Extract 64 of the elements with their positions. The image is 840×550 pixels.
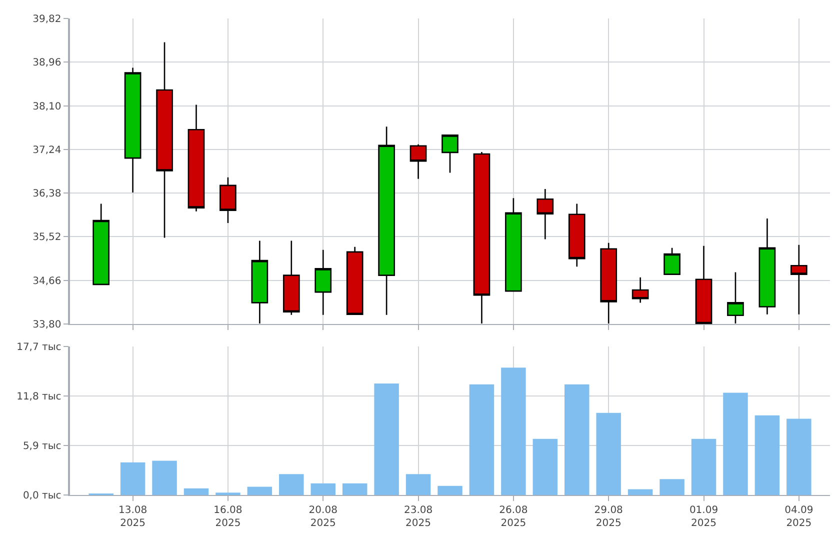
bar [184, 488, 209, 496]
bar [279, 474, 304, 496]
y-tick-label: 17,7 тыс [16, 342, 62, 354]
bar [216, 492, 240, 496]
bar [754, 415, 780, 496]
candlestick [505, 198, 522, 292]
y-tick-label: 38,96 [32, 58, 62, 69]
y-tick-label: 36,38 [32, 188, 62, 200]
y-tick-label: 33,80 [32, 320, 62, 331]
candlestick [727, 272, 744, 324]
x-tick-label: 16.08 2025 [214, 505, 242, 530]
bar [469, 384, 494, 496]
x-tick-label: 29.08 2025 [594, 505, 623, 530]
x-tick-label: 01.09 2025 [689, 505, 718, 530]
candlestick [378, 126, 395, 316]
bar [564, 384, 590, 496]
candlestick [251, 240, 268, 324]
bar [691, 438, 716, 496]
bar [596, 412, 621, 496]
bar [438, 486, 462, 496]
candlestick [695, 245, 712, 324]
candlestick [790, 244, 808, 316]
candlestick [536, 188, 554, 240]
bar [406, 474, 431, 496]
x-tick-label: 26.08 2025 [499, 505, 528, 530]
candlestick [188, 104, 205, 212]
candlestick [156, 42, 173, 238]
bar [660, 479, 684, 496]
candlestick [758, 218, 776, 316]
bar [247, 486, 272, 496]
bar [786, 418, 812, 496]
candlestick [410, 144, 427, 180]
x-tick-label: 04.09 2025 [784, 505, 814, 530]
bar [120, 462, 146, 496]
candlestick [664, 247, 680, 275]
y-tick-label: 35,52 [32, 232, 62, 244]
y-tick-label: 34,66 [32, 276, 62, 287]
candlestick [568, 203, 586, 268]
y-tick-label: 0,0 тыс [22, 490, 62, 502]
bar [723, 392, 748, 496]
y-tick-label: 38,10 [32, 101, 62, 112]
candlestick [632, 276, 649, 304]
bar [152, 460, 177, 496]
x-tick-label: 20.08 2025 [308, 505, 338, 530]
candlestick [473, 151, 490, 324]
candlestick [220, 176, 236, 224]
x-tick-label: 23.08 2025 [404, 505, 433, 530]
candlestick [92, 203, 110, 286]
y-tick-label: 37,24 [32, 144, 62, 156]
y-tick-label: 11,8 тыс [16, 392, 62, 403]
bar [310, 483, 336, 496]
bar [342, 483, 368, 496]
x-tick-label: 13.08 2025 [118, 505, 148, 530]
candlestick [600, 242, 618, 324]
y-tick-label: 5,9 тыс [22, 441, 62, 452]
bar [532, 438, 558, 496]
candlestick [442, 134, 458, 174]
bar [501, 368, 526, 496]
bar [628, 489, 653, 496]
candlestick [314, 249, 332, 316]
y-tick-label: 39,82 [32, 14, 62, 25]
candlestick [282, 240, 300, 316]
bar [374, 384, 399, 496]
candlestick [346, 246, 364, 316]
